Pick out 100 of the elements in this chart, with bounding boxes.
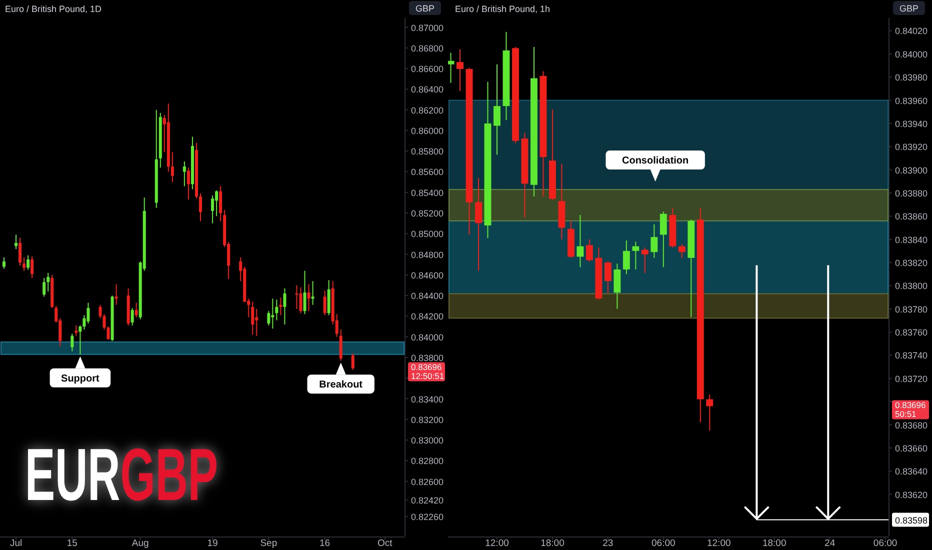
x-tick-label: 16 (320, 538, 330, 549)
x-tick-label: 23 (602, 538, 614, 549)
y-tick-label: 0.83780 (895, 304, 928, 314)
y-tick-label: 0.83720 (895, 374, 928, 384)
band-label: Consolidation (622, 156, 689, 167)
x-tick-label: Aug (132, 538, 149, 549)
candlestick (279, 297, 282, 316)
candlestick (170, 152, 174, 183)
y-tick-label: 0.83800 (895, 281, 928, 292)
candlestick (283, 288, 286, 325)
candlestick (614, 263, 621, 310)
text: 50:51 (895, 409, 917, 420)
candlestick (660, 211, 667, 268)
y-tick-label: 0.83760 (895, 328, 928, 338)
candlestick (494, 64, 500, 156)
candlestick (70, 333, 74, 352)
candlestick (14, 234, 18, 250)
candlestick (26, 254, 30, 270)
candlestick (604, 260, 612, 294)
candlestick (271, 298, 274, 330)
candlestick (255, 308, 258, 336)
y-tick-label: 0.86800 (411, 43, 444, 54)
x-tick-label: 24 (824, 538, 836, 549)
candlestick (448, 52, 454, 84)
y-tick-label: 0.82420 (411, 495, 444, 506)
chart-title: Euro / British Pound, 1h (455, 4, 550, 14)
candlestick (78, 325, 82, 355)
x-tick-label: 06:00 (873, 538, 898, 549)
candlestick (475, 177, 482, 272)
candlestick (98, 304, 102, 319)
y-tick-label: 0.83980 (895, 72, 928, 83)
y-tick-label: 0.84000 (411, 332, 444, 342)
x-tick-label: Sep (260, 538, 278, 549)
x-tick-label: Oct (378, 538, 393, 549)
y-axis-title: GBP (415, 4, 435, 14)
x-tick-label: 19 (207, 538, 218, 549)
candlestick (251, 301, 254, 336)
x-tick-label: 12:00 (485, 538, 509, 549)
x-tick-label: 15 (66, 538, 78, 549)
candlestick (632, 241, 640, 270)
y-tick-label: 0.83920 (895, 142, 928, 152)
y-tick-label: 0.82800 (411, 456, 444, 466)
y-tick-label: 0.83960 (895, 96, 928, 106)
candlestick (275, 299, 278, 321)
candlestick (295, 284, 298, 310)
y-tick-label: 0.84800 (411, 250, 444, 260)
y-tick-label: 0.83940 (895, 118, 928, 129)
y-tick-label: 0.83660 (895, 443, 928, 454)
text: 12:50:51 (411, 371, 444, 382)
candlestick (42, 278, 46, 298)
candlestick (30, 256, 34, 279)
y-tick-label: 0.83000 (411, 436, 444, 446)
y-tick-label: 0.83640 (895, 466, 928, 477)
candlestick (18, 237, 22, 266)
y-tick-label: 0.84200 (411, 312, 444, 322)
y-tick-label: 0.86200 (411, 105, 444, 116)
x-tick-label: 18:00 (540, 538, 564, 549)
candlestick (641, 246, 648, 274)
annotation: Breakout (319, 380, 364, 391)
candlestick (576, 214, 584, 268)
candlestick (46, 272, 50, 292)
candlestick (182, 160, 186, 187)
y-tick-label: 0.84600 (411, 270, 444, 280)
candlestick (299, 286, 302, 314)
y-tick-label: 0.85000 (411, 229, 444, 240)
candlestick (106, 326, 110, 340)
text: 0.83696 (895, 400, 926, 410)
y-tick-label: 0.85600 (411, 167, 444, 178)
candlestick (114, 284, 118, 306)
y-tick-label: 0.83680 (895, 420, 928, 430)
candlestick (186, 167, 190, 200)
y-tick-label: 0.85200 (411, 208, 444, 219)
candlestick (307, 284, 310, 312)
y-tick-label: 0.86000 (411, 126, 444, 136)
chart-title: Euro / British Pound, 1D (5, 4, 102, 14)
y-tick-label: 0.83860 (895, 212, 928, 222)
candlestick (650, 224, 658, 258)
y-tick-label: 0.83880 (895, 188, 928, 198)
candlestick (86, 302, 90, 324)
y-tick-label: 0.82260 (411, 512, 444, 522)
candlestick (74, 325, 78, 336)
y-tick-label: 0.83620 (895, 490, 928, 500)
y-tick-label: 0.84400 (411, 291, 444, 302)
candlestick (102, 314, 106, 330)
candlestick (303, 270, 306, 315)
y-tick-label: 0.86400 (411, 84, 444, 95)
y-axis-title: GBP (899, 4, 919, 14)
y-tick-label: 0.86600 (411, 64, 444, 74)
annotation: Support (61, 373, 100, 384)
y-tick-label: 0.83740 (895, 350, 928, 361)
x-tick-label: 18:00 (762, 538, 786, 549)
x-tick-label: Jul (10, 538, 22, 549)
candlestick (267, 310, 270, 326)
y-tick-label: 0.85400 (411, 188, 444, 198)
candlestick (339, 329, 342, 362)
candlestick (678, 243, 686, 258)
y-tick-label: 0.84000 (895, 49, 928, 60)
y-tick-label: 0.85800 (411, 146, 444, 157)
candlestick (311, 280, 314, 306)
text: EURGBP (25, 433, 281, 516)
